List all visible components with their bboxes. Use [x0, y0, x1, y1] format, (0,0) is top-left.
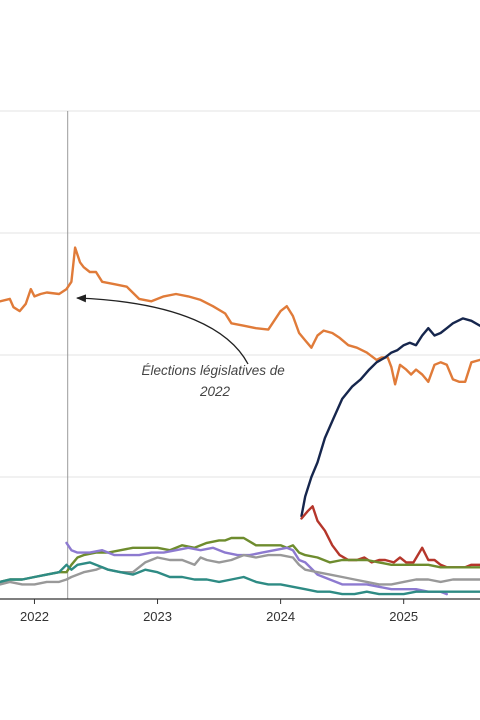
- annotation: Élections législatives de 2022: [76, 294, 288, 399]
- annotation-line-1: Élections législatives de: [141, 363, 284, 378]
- x-tick-label: 2023: [143, 609, 172, 624]
- annotation-text: Élections législatives de 2022: [141, 363, 288, 399]
- series-line-1: [0, 246, 480, 386]
- x-tick-label: 2024: [266, 609, 295, 624]
- gridlines: [0, 110, 480, 478]
- x-tick-label: 2022: [20, 609, 49, 624]
- series-lines: [0, 246, 480, 596]
- x-axis: 2022 2023 2024 2025: [0, 598, 480, 624]
- annotation-line-2: 2022: [199, 384, 231, 399]
- series-line-7: [0, 561, 480, 596]
- annotation-arrow: [76, 294, 249, 365]
- series-line-5: [65, 541, 448, 596]
- series-line-4: [0, 536, 480, 584]
- series-line-6: [0, 553, 480, 586]
- x-tick-label: 2025: [389, 609, 418, 624]
- series-line-3: [300, 505, 480, 569]
- series-line-2: [300, 317, 480, 518]
